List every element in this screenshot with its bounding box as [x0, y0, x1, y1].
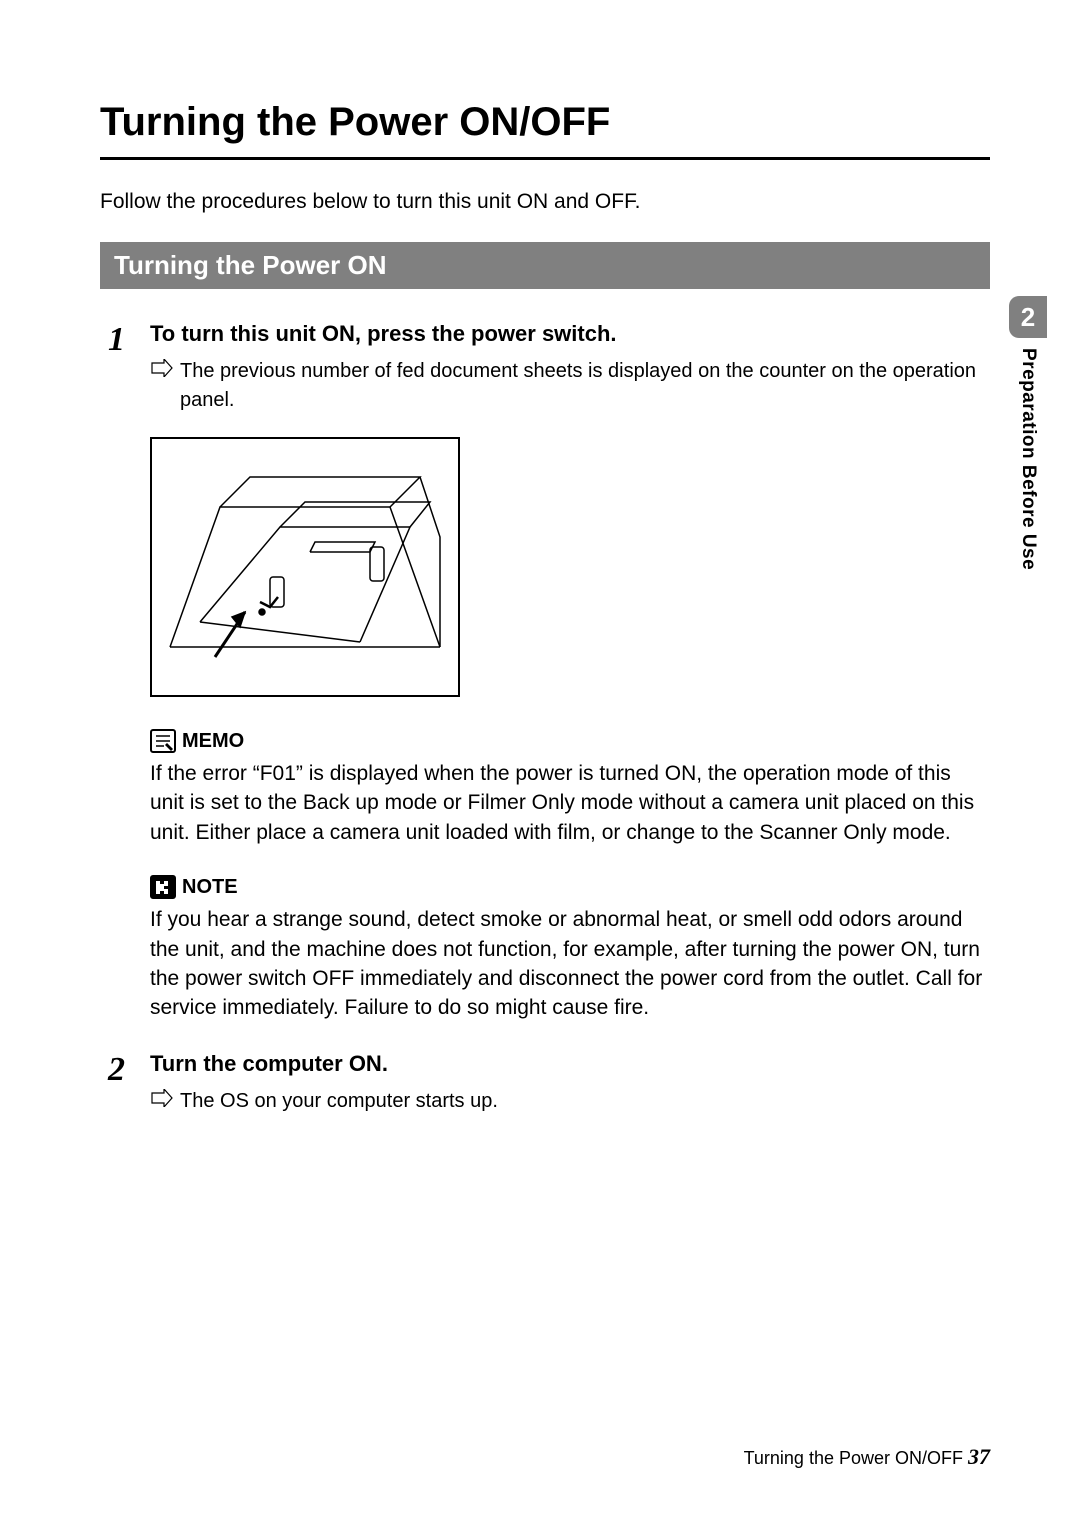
chapter-tab: 2 Preparation Before Use	[1008, 296, 1048, 570]
step-title: Turn the computer ON.	[150, 1051, 990, 1077]
step-number: 2	[108, 1051, 150, 1128]
note-body: If you hear a strange sound, detect smok…	[150, 905, 990, 1023]
footer-text: Turning the Power ON/OFF	[744, 1448, 963, 1468]
note-callout: NOTE If you hear a strange sound, detect…	[150, 875, 990, 1023]
step-1: 1 To turn this unit ON, press the power …	[108, 321, 990, 427]
page-title: Turning the Power ON/OFF	[100, 100, 990, 145]
device-diagram	[150, 437, 460, 697]
note-label: NOTE	[182, 876, 238, 899]
step-number: 1	[108, 321, 150, 427]
result-text: The OS on your computer starts up.	[180, 1087, 990, 1116]
title-rule	[100, 157, 990, 160]
memo-callout: MEMO If the error “F01” is displayed whe…	[150, 729, 990, 847]
step-body: To turn this unit ON, press the power sw…	[150, 321, 990, 427]
page-footer: Turning the Power ON/OFF 37	[744, 1444, 990, 1470]
footer-page-number: 37	[968, 1444, 990, 1469]
note-header: NOTE	[150, 875, 990, 899]
section-heading: Turning the Power ON	[100, 242, 990, 289]
memo-header: MEMO	[150, 729, 990, 753]
chapter-number-box: 2	[1009, 296, 1047, 338]
memo-label: MEMO	[182, 730, 244, 753]
note-icon	[150, 875, 176, 899]
result-arrow-icon	[150, 357, 180, 382]
result-text: The previous number of fed document shee…	[180, 357, 990, 415]
step-body: Turn the computer ON. The OS on your com…	[150, 1051, 990, 1128]
step-result: The OS on your computer starts up.	[150, 1087, 990, 1116]
page-content: Turning the Power ON/OFF Follow the proc…	[0, 0, 1080, 1198]
memo-body: If the error “F01” is displayed when the…	[150, 759, 990, 847]
intro-text: Follow the procedures below to turn this…	[100, 190, 990, 214]
result-arrow-icon	[150, 1087, 180, 1112]
chapter-label: Preparation Before Use	[1017, 348, 1039, 570]
memo-icon	[150, 729, 176, 753]
step-2: 2 Turn the computer ON. The OS on your c…	[108, 1051, 990, 1128]
step-title: To turn this unit ON, press the power sw…	[150, 321, 990, 347]
step-result: The previous number of fed document shee…	[150, 357, 990, 415]
